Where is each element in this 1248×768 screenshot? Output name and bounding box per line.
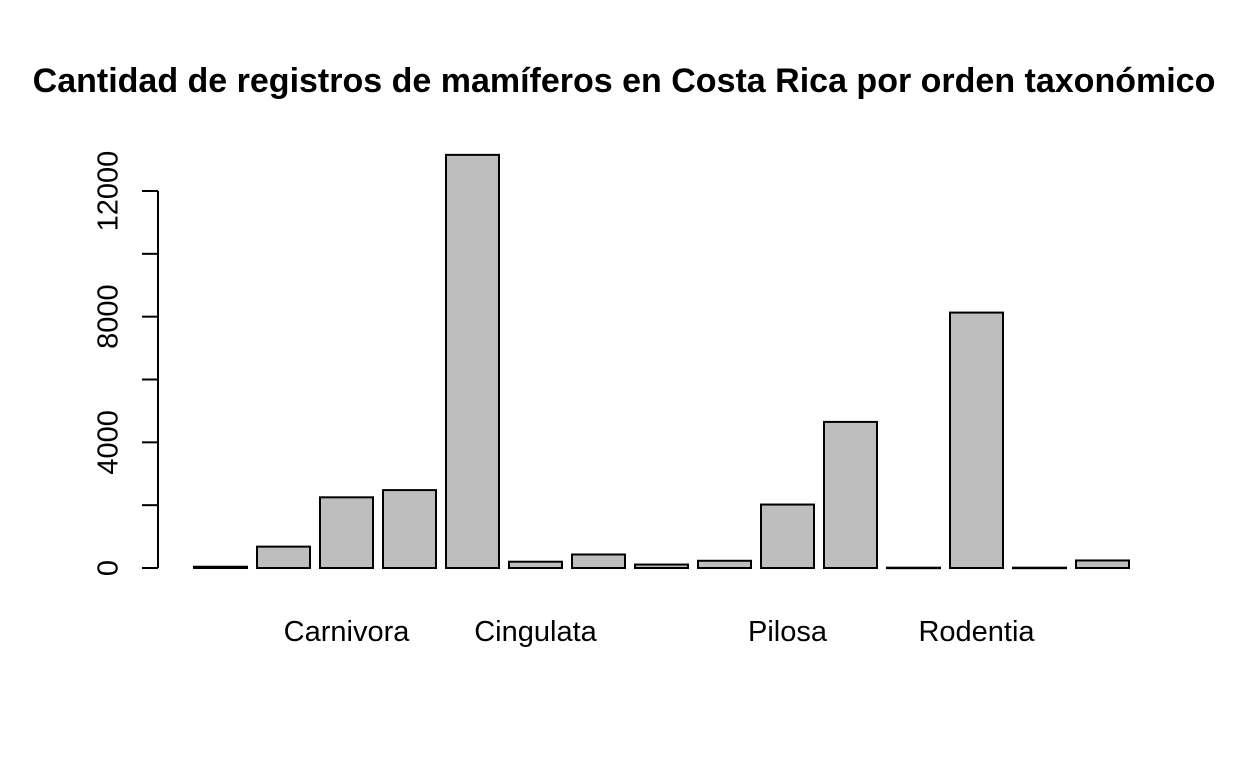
y-tick-label: 12000: [93, 151, 125, 232]
bar-9: [760, 503, 815, 569]
bar-7: [634, 563, 689, 570]
bar-5: [508, 560, 563, 570]
chart-title: Cantidad de registros de mamíferos en Co…: [33, 62, 1216, 100]
bar-6: [571, 553, 626, 570]
bar-10: [823, 420, 878, 569]
bar-12: [949, 311, 1004, 569]
bar-1: [256, 545, 311, 569]
bar-2: [319, 496, 374, 569]
bar-14: [1075, 559, 1130, 570]
bar-13: [1012, 566, 1067, 570]
y-tick-label: 0: [93, 560, 125, 576]
y-tick-label: 4000: [93, 410, 125, 475]
bars-group: [193, 153, 1130, 570]
bar-0: [193, 565, 248, 570]
bar-8: [697, 559, 752, 570]
y-axis: 0 4000 8000 12000: [93, 151, 159, 576]
bar-11: [886, 566, 941, 570]
x-tick-label: Rodentia: [918, 616, 1035, 648]
x-tick-label: Carnivora: [284, 616, 411, 648]
bar-3: [382, 489, 437, 569]
y-tick-label: 8000: [93, 284, 125, 349]
bar-4: [445, 153, 500, 570]
x-axis-labels: Carnivora Cingulata Pilosa Rodentia: [284, 616, 1036, 648]
x-tick-label: Pilosa: [748, 616, 828, 648]
x-tick-label: Cingulata: [474, 616, 597, 648]
